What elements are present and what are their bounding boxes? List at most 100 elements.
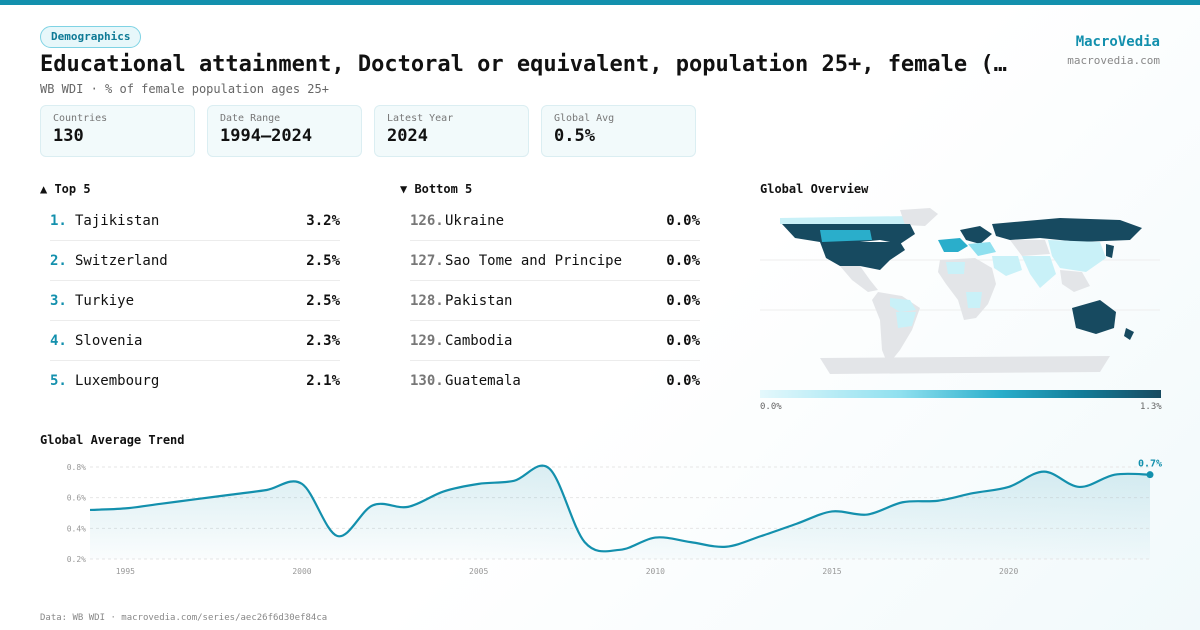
map-region-north-africa[interactable] (946, 262, 965, 274)
list-item[interactable]: 5. Luxembourg 2.1% (50, 361, 340, 401)
country-name: Switzerland (75, 252, 168, 269)
data-point (584, 541, 586, 543)
map-region-southeast-asia[interactable] (1060, 270, 1090, 292)
stat-label: Countries (53, 113, 108, 124)
data-point (866, 514, 868, 516)
data-point (407, 506, 409, 508)
stat-card-countries: Countries 130 (40, 105, 195, 157)
map-region-russia[interactable] (992, 218, 1142, 242)
stat-label: Global Avg (554, 113, 615, 124)
list-item[interactable]: 129. Cambodia 0.0% (410, 321, 700, 361)
map-region-africa[interactable] (938, 258, 996, 320)
map-region-northern-europe[interactable] (960, 226, 992, 244)
stat-label: Date Range (220, 113, 281, 124)
list-item[interactable]: 2. Switzerland 2.5% (50, 241, 340, 281)
data-point (195, 498, 197, 500)
legend-min-label: 0.0% (760, 402, 782, 412)
map-region-western-europe[interactable] (938, 238, 968, 252)
country-name: Pakistan (445, 292, 513, 309)
map-region-antarctica[interactable] (820, 356, 1110, 374)
x-tick-label: 2020 (999, 567, 1018, 576)
rank-number: 129. (410, 332, 444, 349)
data-point (301, 483, 303, 485)
legend-max-label: 1.3% (1140, 402, 1162, 412)
data-point (513, 480, 515, 482)
trend-chart[interactable]: 0.2% 0.4% 0.6% 0.8% 1995 2000 2005 2010 2015 2020… (0, 450, 1200, 585)
stat-card-date-range: Date Range 1994–2024 (207, 105, 362, 157)
map-region-mexico[interactable] (840, 266, 878, 292)
country-value: 3.2% (306, 212, 340, 229)
y-tick-label: 0.2% (67, 555, 86, 564)
data-point (89, 509, 91, 511)
map-region-hudson[interactable] (820, 230, 872, 242)
list-item[interactable]: 4. Slovenia 2.3% (50, 321, 340, 361)
x-tick-label: 2010 (646, 567, 665, 576)
country-name: Sao Tome and Principe (445, 252, 623, 269)
list-item[interactable]: 127. Sao Tome and Principe 0.0% (410, 241, 700, 281)
data-point (548, 468, 550, 470)
map-region-new-zealand[interactable] (1124, 328, 1134, 340)
map-region-brazil[interactable] (896, 312, 916, 328)
data-point (725, 546, 727, 548)
map-region-china[interactable] (1048, 240, 1106, 272)
map-region-peru[interactable] (884, 310, 894, 330)
country-name: Cambodia (445, 332, 513, 349)
x-tick-label: 2005 (469, 567, 488, 576)
brand: MacroVedia macrovedia.com (1067, 34, 1160, 67)
rank-number: 4. (50, 332, 67, 349)
page-subtitle: WB WDI · % of female population ages 25+ (40, 82, 329, 96)
data-point (654, 537, 656, 539)
map-region-colombia-venezuela[interactable] (890, 298, 916, 312)
brand-name[interactable]: MacroVedia (1075, 34, 1160, 50)
data-point (760, 535, 762, 537)
country-value: 2.5% (306, 252, 340, 269)
category-badge[interactable]: Demographics (40, 26, 142, 48)
data-point (478, 483, 480, 485)
map-region-japan-korea[interactable] (1106, 244, 1114, 258)
country-value: 0.0% (666, 373, 700, 389)
world-choropleth-map[interactable] (760, 200, 1160, 380)
rank-number: 128. (410, 292, 444, 309)
trend-line (89, 464, 1151, 553)
stat-value: 1994–2024 (220, 126, 313, 146)
country-name: Guatemala (445, 373, 521, 389)
trend-title: Global Average Trend (40, 433, 185, 447)
stat-card-global-avg: Global Avg 0.5% (541, 105, 696, 157)
rank-number: 126. (410, 212, 444, 229)
data-point (1114, 474, 1116, 476)
map-region-middle-east[interactable] (992, 256, 1022, 276)
map-region-south-asia[interactable] (1022, 256, 1056, 288)
list-item[interactable]: 128. Pakistan 0.0% (410, 281, 700, 321)
stat-value: 130 (53, 126, 84, 146)
data-point (160, 503, 162, 505)
map-region-usa[interactable] (820, 242, 905, 270)
map-region-eastern-europe[interactable] (968, 242, 996, 256)
map-region-arctic-strip[interactable] (780, 216, 910, 224)
map-region-australia[interactable] (1072, 300, 1116, 334)
bottom5-heading: ▼ Bottom 5 (400, 182, 473, 196)
list-item[interactable]: 1. Tajikistan 3.2% (50, 201, 340, 241)
brand-url[interactable]: macrovedia.com (1067, 54, 1160, 67)
data-point (796, 523, 798, 525)
trend-end-marker (1146, 471, 1154, 479)
country-value: 2.5% (306, 292, 340, 309)
country-name: Slovenia (75, 332, 143, 349)
map-region-southern-africa[interactable] (966, 292, 982, 308)
country-value: 2.1% (306, 373, 340, 389)
list-item[interactable]: 130. Guatemala 0.0% (410, 361, 700, 401)
stat-value: 0.5% (554, 126, 595, 146)
map-region-central-asia[interactable] (1010, 240, 1050, 256)
country-name: Ukraine (445, 212, 505, 229)
data-point (124, 507, 126, 509)
data-point (1043, 471, 1045, 473)
list-item[interactable]: 126. Ukraine 0.0% (410, 201, 700, 241)
x-tick-label: 1995 (116, 567, 135, 576)
page-title: Educational attainment, Doctoral or equi… (40, 52, 1007, 77)
map-region-greenland[interactable] (900, 208, 938, 226)
list-item[interactable]: 3. Turkiye 2.5% (50, 281, 340, 321)
country-value: 0.0% (666, 252, 700, 269)
footer-source: Data: WB WDI · macrovedia.com/series/aec… (40, 613, 328, 623)
stats-row: Countries 130 Date Range 1994–2024 Lates… (40, 105, 696, 157)
rank-number: 2. (50, 252, 67, 269)
country-value: 0.0% (666, 212, 700, 229)
